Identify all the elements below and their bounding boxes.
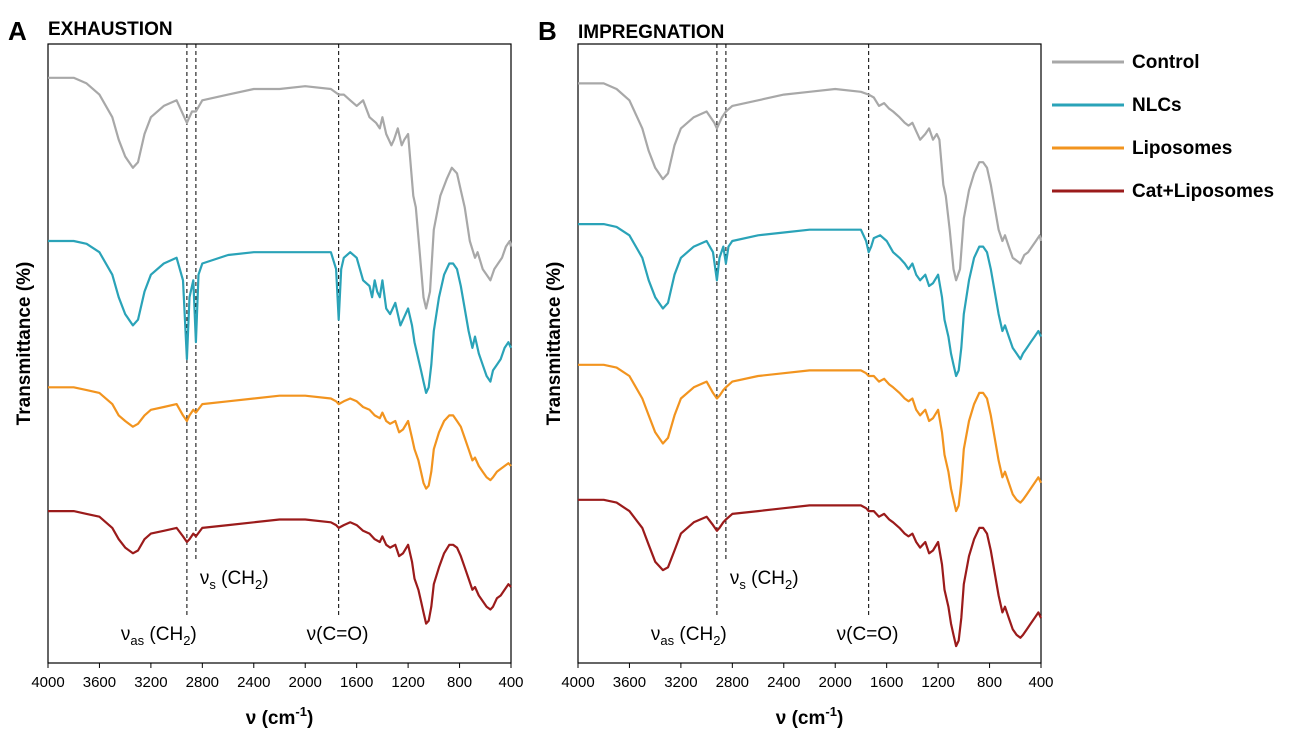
x-tick-label: 2400 xyxy=(237,674,270,691)
series-line-nlcs xyxy=(48,239,513,394)
annotation-label: ν(C=O) xyxy=(307,624,369,645)
annotation-label: νs (CH2) xyxy=(730,568,799,592)
legend-label: Liposomes xyxy=(1132,138,1232,159)
annotation-label: νas (CH2) xyxy=(121,624,197,648)
annotation-subscript: s xyxy=(209,577,216,592)
panel-letter: A xyxy=(8,16,27,46)
annotation-symbol: ν xyxy=(651,624,661,645)
annotation-text: (CH xyxy=(746,568,785,589)
annotation-close: ) xyxy=(792,568,798,589)
annotation-symbol: ν xyxy=(837,624,847,645)
x-axis-label-close: ) xyxy=(837,708,843,729)
x-tick-label: 2000 xyxy=(819,674,852,691)
annotation-label: νas (CH2) xyxy=(651,624,727,648)
annotation-text: (CH xyxy=(674,624,713,645)
series-line-control xyxy=(578,82,1043,282)
panel-title: EXHAUSTION xyxy=(48,19,173,40)
x-tick-label: 3600 xyxy=(613,674,646,691)
legend-label: Cat+Liposomes xyxy=(1132,181,1274,202)
plot-frame xyxy=(577,43,1042,664)
annotation-close: ) xyxy=(190,624,196,645)
series-line-liposomes xyxy=(578,363,1042,513)
legend: Control NLCs Liposomes Cat+Liposomes xyxy=(1052,52,1274,202)
annotation-symbol: ν xyxy=(121,624,130,645)
series-line-nlcs xyxy=(578,223,1042,378)
annotation-label: ν(C=O) xyxy=(837,624,899,645)
annotation-symbol: ν xyxy=(307,624,317,645)
annotation-subscript: as xyxy=(660,633,674,648)
x-tick-label: 4000 xyxy=(31,674,64,691)
x-axis-label-text: ν (cm xyxy=(776,708,826,729)
x-axis-label-close: ) xyxy=(307,708,313,729)
annotation-symbol: ν xyxy=(730,568,740,589)
x-tick-label: 800 xyxy=(447,674,472,691)
x-tick-label: 1200 xyxy=(921,674,954,691)
panel-letter: B xyxy=(538,16,557,46)
annotation-subscript-2: 2 xyxy=(785,577,792,592)
legend-label: NLCs xyxy=(1132,95,1182,116)
x-tick-label: 3600 xyxy=(83,674,116,691)
annotation-text: (CH xyxy=(216,568,255,589)
x-tick-label: 1600 xyxy=(340,674,373,691)
x-tick-label: 1200 xyxy=(391,674,424,691)
x-tick-label: 3200 xyxy=(664,674,697,691)
x-tick-label: 800 xyxy=(977,674,1002,691)
y-axis-label: Transmittance (%) xyxy=(544,262,565,426)
annotation-text: (CH xyxy=(144,624,183,645)
x-tick-label: 2800 xyxy=(716,674,749,691)
annotation-subscript: s xyxy=(739,577,746,592)
x-axis-label-text: ν (cm xyxy=(246,708,296,729)
x-axis-label: ν (cm-1) xyxy=(776,704,844,729)
series-line-cat-liposomes xyxy=(578,498,1042,648)
annotation-subscript-2: 2 xyxy=(713,633,720,648)
series-line-cat-liposomes xyxy=(48,510,512,625)
annotation-text: (C=O) xyxy=(316,624,368,645)
annotation-label: νs (CH2) xyxy=(200,568,269,592)
x-tick-label: 400 xyxy=(498,674,523,691)
legend-label: Control xyxy=(1132,52,1200,73)
annotation-close: ) xyxy=(720,624,726,645)
plot-frame xyxy=(47,43,512,664)
y-axis-label: Transmittance (%) xyxy=(14,262,35,426)
series-line-control xyxy=(48,76,513,310)
x-axis-label-exponent: -1 xyxy=(295,704,307,719)
x-tick-label: 400 xyxy=(1028,674,1053,691)
annotation-subscript: as xyxy=(130,633,144,648)
annotation-subscript-2: 2 xyxy=(183,633,190,648)
x-tick-label: 2400 xyxy=(767,674,800,691)
series-line-liposomes xyxy=(48,386,512,490)
annotation-symbol: ν xyxy=(200,568,210,589)
x-tick-label: 2000 xyxy=(289,674,322,691)
x-tick-label: 3200 xyxy=(134,674,167,691)
x-axis-label: ν (cm-1) xyxy=(246,704,314,729)
x-tick-label: 1600 xyxy=(870,674,903,691)
x-tick-label: 4000 xyxy=(561,674,594,691)
annotation-subscript-2: 2 xyxy=(255,577,262,592)
annotation-text: (C=O) xyxy=(846,624,898,645)
annotation-close: ) xyxy=(262,568,268,589)
x-axis-label-exponent: -1 xyxy=(825,704,837,719)
x-tick-label: 2800 xyxy=(186,674,219,691)
panel-title: IMPREGNATION xyxy=(578,22,724,43)
